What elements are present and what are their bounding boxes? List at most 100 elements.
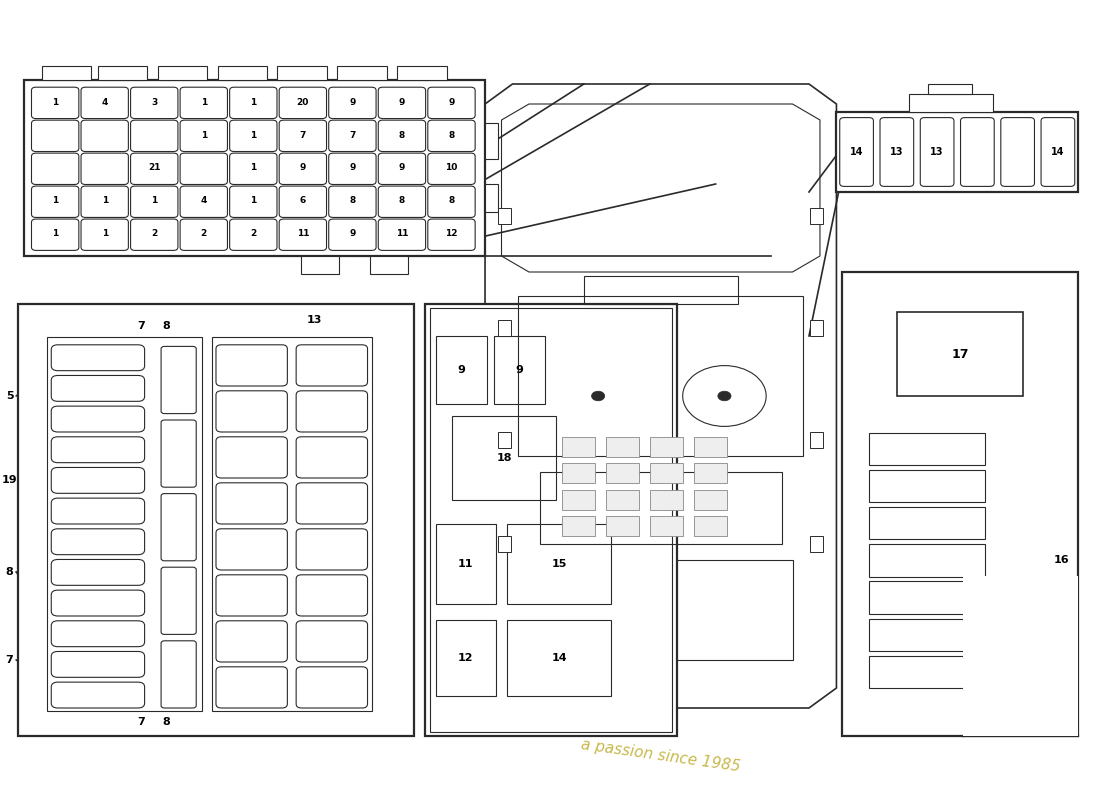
- Text: 9: 9: [349, 163, 355, 173]
- Text: 13: 13: [890, 147, 903, 157]
- Text: 14: 14: [850, 147, 864, 157]
- FancyBboxPatch shape: [921, 118, 954, 186]
- Text: 1: 1: [52, 230, 58, 238]
- Text: 4: 4: [101, 98, 108, 106]
- Bar: [650, 490, 683, 510]
- Text: 18: 18: [496, 453, 512, 463]
- Text: 8: 8: [449, 197, 454, 206]
- FancyBboxPatch shape: [161, 641, 196, 708]
- FancyBboxPatch shape: [378, 153, 426, 185]
- Bar: [211, 337, 372, 711]
- Bar: [98, 66, 146, 80]
- FancyBboxPatch shape: [230, 120, 277, 151]
- Text: 1: 1: [151, 197, 157, 206]
- FancyBboxPatch shape: [428, 120, 475, 151]
- Text: 9: 9: [458, 365, 465, 375]
- Bar: [694, 516, 727, 536]
- Bar: [507, 524, 612, 604]
- FancyBboxPatch shape: [161, 494, 196, 561]
- FancyBboxPatch shape: [296, 482, 367, 524]
- Text: 10: 10: [446, 163, 458, 173]
- FancyBboxPatch shape: [180, 186, 228, 218]
- Bar: [962, 576, 1078, 736]
- Text: 1: 1: [101, 230, 108, 238]
- Text: 1: 1: [101, 197, 108, 206]
- Bar: [562, 516, 595, 536]
- Bar: [397, 66, 447, 80]
- FancyBboxPatch shape: [428, 153, 475, 185]
- Text: 8: 8: [399, 197, 405, 206]
- Bar: [606, 437, 639, 457]
- Bar: [498, 208, 512, 224]
- Text: 1: 1: [52, 197, 58, 206]
- Text: 21: 21: [148, 163, 161, 173]
- Text: 2: 2: [151, 230, 157, 238]
- FancyBboxPatch shape: [32, 219, 79, 250]
- Text: 9: 9: [516, 365, 524, 375]
- FancyBboxPatch shape: [428, 219, 475, 250]
- FancyBboxPatch shape: [279, 186, 327, 218]
- Bar: [869, 507, 984, 539]
- Bar: [694, 463, 727, 483]
- FancyBboxPatch shape: [296, 390, 367, 432]
- FancyBboxPatch shape: [216, 482, 287, 524]
- Text: 9: 9: [349, 98, 355, 106]
- Bar: [425, 304, 678, 736]
- Bar: [498, 536, 512, 552]
- Bar: [650, 516, 683, 536]
- Text: 13: 13: [307, 315, 322, 325]
- Bar: [810, 208, 823, 224]
- FancyBboxPatch shape: [161, 420, 196, 487]
- Text: 2: 2: [200, 230, 207, 238]
- Text: 5: 5: [6, 391, 13, 401]
- Bar: [896, 312, 1023, 396]
- Bar: [869, 544, 984, 577]
- FancyBboxPatch shape: [52, 651, 144, 678]
- Bar: [584, 276, 738, 304]
- Bar: [436, 620, 496, 696]
- FancyBboxPatch shape: [131, 219, 178, 250]
- FancyBboxPatch shape: [296, 437, 367, 478]
- Text: 14: 14: [1052, 147, 1065, 157]
- FancyBboxPatch shape: [180, 120, 228, 151]
- Text: 1: 1: [200, 130, 207, 139]
- FancyBboxPatch shape: [880, 118, 914, 186]
- FancyBboxPatch shape: [52, 467, 144, 494]
- Bar: [606, 463, 639, 483]
- Text: 3: 3: [151, 98, 157, 106]
- FancyBboxPatch shape: [960, 118, 994, 186]
- Text: 11: 11: [297, 230, 309, 238]
- Text: 8: 8: [163, 718, 170, 727]
- Bar: [650, 437, 683, 457]
- Text: 2: 2: [250, 230, 256, 238]
- Text: 1: 1: [250, 130, 256, 139]
- Bar: [562, 490, 595, 510]
- Text: a passion since 1985: a passion since 1985: [580, 738, 741, 774]
- Bar: [869, 433, 984, 465]
- FancyBboxPatch shape: [216, 666, 287, 708]
- FancyBboxPatch shape: [296, 666, 367, 708]
- FancyBboxPatch shape: [131, 186, 178, 218]
- FancyBboxPatch shape: [131, 87, 178, 118]
- Bar: [42, 66, 91, 80]
- Bar: [694, 437, 727, 457]
- Text: 1: 1: [52, 98, 58, 106]
- FancyBboxPatch shape: [216, 345, 287, 386]
- FancyBboxPatch shape: [180, 153, 228, 185]
- FancyBboxPatch shape: [296, 574, 367, 616]
- Bar: [869, 470, 984, 502]
- Text: 20: 20: [297, 98, 309, 106]
- Text: 7: 7: [138, 718, 145, 727]
- FancyBboxPatch shape: [378, 219, 426, 250]
- Text: 1: 1: [200, 98, 207, 106]
- Bar: [19, 304, 414, 736]
- FancyBboxPatch shape: [296, 345, 367, 386]
- Bar: [810, 432, 823, 448]
- Circle shape: [592, 391, 605, 401]
- Text: 1: 1: [250, 197, 256, 206]
- Bar: [810, 536, 823, 552]
- Bar: [540, 472, 781, 544]
- Bar: [606, 516, 639, 536]
- FancyBboxPatch shape: [329, 120, 376, 151]
- Bar: [498, 432, 512, 448]
